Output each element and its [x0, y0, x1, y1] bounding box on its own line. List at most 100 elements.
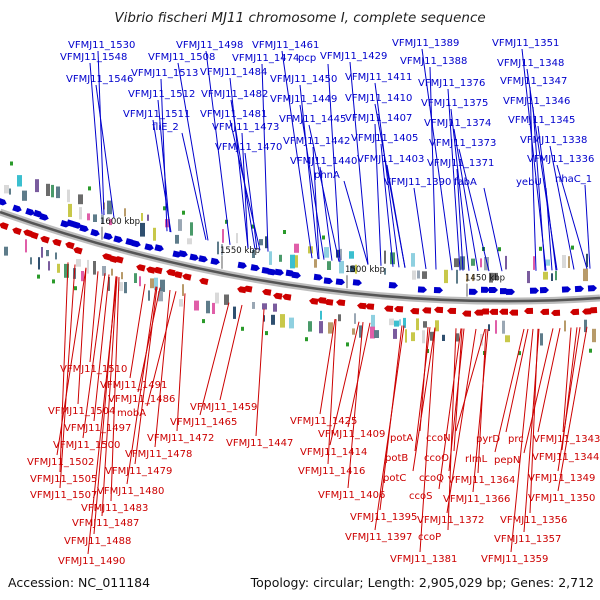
gene-label-top[interactable]: fliE_2 — [152, 122, 179, 133]
gene-label-top[interactable]: VFMJ11_1373 — [429, 138, 496, 149]
gene-label-bottom[interactable]: VFMJ11_1487 — [72, 518, 139, 529]
annotation-block — [265, 236, 268, 249]
gene-label-top[interactable]: VFMJ11_1403 — [357, 154, 424, 165]
gene-label-bottom[interactable]: ccoS — [409, 491, 432, 502]
gene-label-bottom[interactable]: VFMJ11_1490 — [58, 556, 125, 567]
gene-label-bottom[interactable]: VFMJ11_1372 — [417, 515, 484, 526]
gene-label-top[interactable]: VFMJ11_1473 — [212, 122, 279, 133]
gene-label-bottom[interactable]: VFMJ11_1364 — [448, 475, 515, 486]
gene-label-bottom[interactable]: pyrD — [476, 434, 500, 445]
gene-label-top[interactable]: VFMJ11_1481 — [200, 109, 267, 120]
gene-label-top[interactable]: VFMJ11_1530 — [68, 40, 135, 51]
gene-label-bottom[interactable]: prc — [508, 434, 524, 445]
gene-label-bottom[interactable]: VFMJ11_1357 — [494, 534, 561, 545]
gene-label-bottom[interactable]: VFMJ11_1414 — [300, 447, 367, 458]
gene-label-bottom[interactable]: VFMJ11_1425 — [290, 416, 357, 427]
gene-label-top[interactable]: VFMJ11_1548 — [60, 52, 127, 63]
gene-label-bottom[interactable]: VFMJ11_1465 — [170, 417, 237, 428]
gene-label-bottom[interactable]: VFMJ11_1507 — [30, 490, 97, 501]
gene-label-top[interactable]: VFMJ11_1498 — [176, 40, 243, 51]
gene-label-top[interactable]: phnA — [314, 170, 340, 181]
gene-label-bottom[interactable]: VFMJ11_1447 — [226, 438, 293, 449]
gene-label-top[interactable]: VFMJ11_1407 — [345, 113, 412, 124]
gene-label-top[interactable]: VFMJ11_1351 — [492, 38, 559, 49]
gene-label-top[interactable]: VFMJ11_1508 — [148, 52, 215, 63]
gene-label-top[interactable]: pcp — [298, 53, 316, 64]
gene-label-top[interactable]: VFMJ11_1461 — [252, 40, 319, 51]
gene-label-bottom[interactable]: VFMJ11_1416 — [298, 466, 365, 477]
gene-label-bottom[interactable]: ccoP — [418, 532, 441, 543]
gene-label-top[interactable]: VFMJ11_1338 — [520, 135, 587, 146]
gene-label-bottom[interactable]: pepN — [494, 455, 520, 466]
gene-label-top[interactable]: nhaC_1 — [555, 174, 592, 185]
gene-label-top[interactable]: VFMJ11_1388 — [400, 56, 467, 67]
gene-label-bottom[interactable]: VFMJ11_1479 — [105, 466, 172, 477]
gene-label-top[interactable]: VFMJ11_1512 — [128, 89, 195, 100]
gene-label-top[interactable]: VFMJ11_1482 — [201, 89, 268, 100]
gene-label-top[interactable]: VFMJ11_1410 — [345, 93, 412, 104]
gene-label-top[interactable]: VFMJ11_1347 — [500, 76, 567, 87]
gene-label-bottom[interactable]: VFMJ11_1478 — [125, 449, 192, 460]
gene-label-bottom[interactable]: rlmL — [465, 454, 488, 465]
gene-label-top[interactable]: VFMJ11_1474 — [232, 53, 299, 64]
gene-label-bottom[interactable]: VFMJ11_1356 — [500, 515, 567, 526]
gene-label-bottom[interactable]: VFMJ11_1397 — [345, 532, 412, 543]
gene-label-top[interactable]: VFMJ11_1429 — [320, 51, 387, 62]
gene-label-top[interactable]: VFMJ11_1336 — [527, 154, 594, 165]
gene-label-bottom[interactable]: VFMJ11_1488 — [64, 536, 131, 547]
gene-label-bottom[interactable]: VFMJ11_1502 — [27, 457, 94, 468]
gene-label-top[interactable]: VFMJ11_1470 — [215, 142, 282, 153]
gene-label-bottom[interactable]: VFMJ11_1491 — [100, 380, 167, 391]
gene-label-top[interactable]: yebU — [516, 177, 542, 188]
gene-label-bottom[interactable]: VFMJ11_1406 — [318, 490, 385, 501]
gene-label-bottom[interactable]: VFMJ11_1344 — [532, 452, 599, 463]
gene-label-bottom[interactable]: VFMJ11_1480 — [97, 486, 164, 497]
gene-label-top[interactable]: VFMJ11_1484 — [200, 67, 267, 78]
gene-label-bottom[interactable]: potA — [390, 433, 413, 444]
gene-label-top[interactable]: VFMJ11_1442 — [283, 136, 350, 147]
gene-label-top[interactable]: VFMJ11_1348 — [497, 58, 564, 69]
gene-label-bottom[interactable]: ccoO — [424, 453, 449, 464]
gene-label-bottom[interactable]: VFMJ11_1350 — [528, 493, 595, 504]
reverse-label-connector — [537, 327, 561, 433]
gene-label-top[interactable]: VFMJ11_1440 — [290, 156, 357, 167]
gene-label-top[interactable]: VFMJ11_1449 — [270, 94, 337, 105]
gene-label-top[interactable]: VFMJ11_1445 — [279, 114, 346, 125]
gene-label-top[interactable]: VFMJ11_1374 — [424, 118, 491, 129]
gene-label-top[interactable]: VFMJ11_1546 — [66, 74, 133, 85]
gene-label-top[interactable]: VFMJ11_1511 — [123, 109, 190, 120]
gene-label-top[interactable]: VFMJ11_1405 — [351, 133, 418, 144]
gene-label-bottom[interactable]: VFMJ11_1366 — [443, 494, 510, 505]
gene-label-bottom[interactable]: VFMJ11_1472 — [147, 433, 214, 444]
gene-label-bottom[interactable]: VFMJ11_1459 — [190, 402, 257, 413]
gene-label-bottom[interactable]: VFMJ11_1483 — [81, 503, 148, 514]
gene-label-bottom[interactable]: ccoN — [426, 433, 451, 444]
gene-label-bottom[interactable]: mobA — [117, 408, 146, 419]
gene-label-bottom[interactable]: VFMJ11_1505 — [30, 474, 97, 485]
gene-label-top[interactable]: VFMJ11_1450 — [270, 74, 337, 85]
gene-label-top[interactable]: VFMJ11_1376 — [418, 78, 485, 89]
gene-label-top[interactable]: VFMJ11_1346 — [503, 96, 570, 107]
gene-label-top[interactable]: VFMJ11_1390 — [384, 177, 451, 188]
gene-label-bottom[interactable]: VFMJ11_1504 — [48, 406, 115, 417]
gene-label-top[interactable]: VFMJ11_1345 — [508, 115, 575, 126]
gene-label-bottom[interactable]: VFMJ11_1497 — [64, 423, 131, 434]
gene-label-top[interactable]: VFMJ11_1389 — [392, 38, 459, 49]
gene-label-top[interactable]: VFMJ11_1371 — [427, 158, 494, 169]
gene-label-bottom[interactable]: VFMJ11_1381 — [390, 554, 457, 565]
gene-label-top[interactable]: fabA — [454, 177, 477, 188]
gene-label-bottom[interactable]: potB — [385, 453, 408, 464]
gene-label-bottom[interactable]: VFMJ11_1409 — [318, 429, 385, 440]
gene-label-bottom[interactable]: potC — [383, 473, 406, 484]
gene-label-top[interactable]: VFMJ11_1513 — [131, 68, 198, 79]
gene-label-bottom[interactable]: VFMJ11_1343 — [533, 434, 600, 445]
gene-label-bottom[interactable]: VFMJ11_1359 — [481, 554, 548, 565]
gene-label-bottom[interactable]: ccoQ — [419, 473, 444, 484]
gene-label-bottom[interactable]: VFMJ11_1510 — [60, 364, 127, 375]
gene-label-top[interactable]: VFMJ11_1411 — [345, 72, 412, 83]
gene-label-bottom[interactable]: VFMJ11_1349 — [528, 473, 595, 484]
gene-label-bottom[interactable]: VFMJ11_1395 — [350, 512, 417, 523]
gene-label-bottom[interactable]: VFMJ11_1486 — [108, 394, 175, 405]
gene-label-top[interactable]: VFMJ11_1375 — [421, 98, 488, 109]
gene-label-bottom[interactable]: VFMJ11_1500 — [53, 440, 120, 451]
